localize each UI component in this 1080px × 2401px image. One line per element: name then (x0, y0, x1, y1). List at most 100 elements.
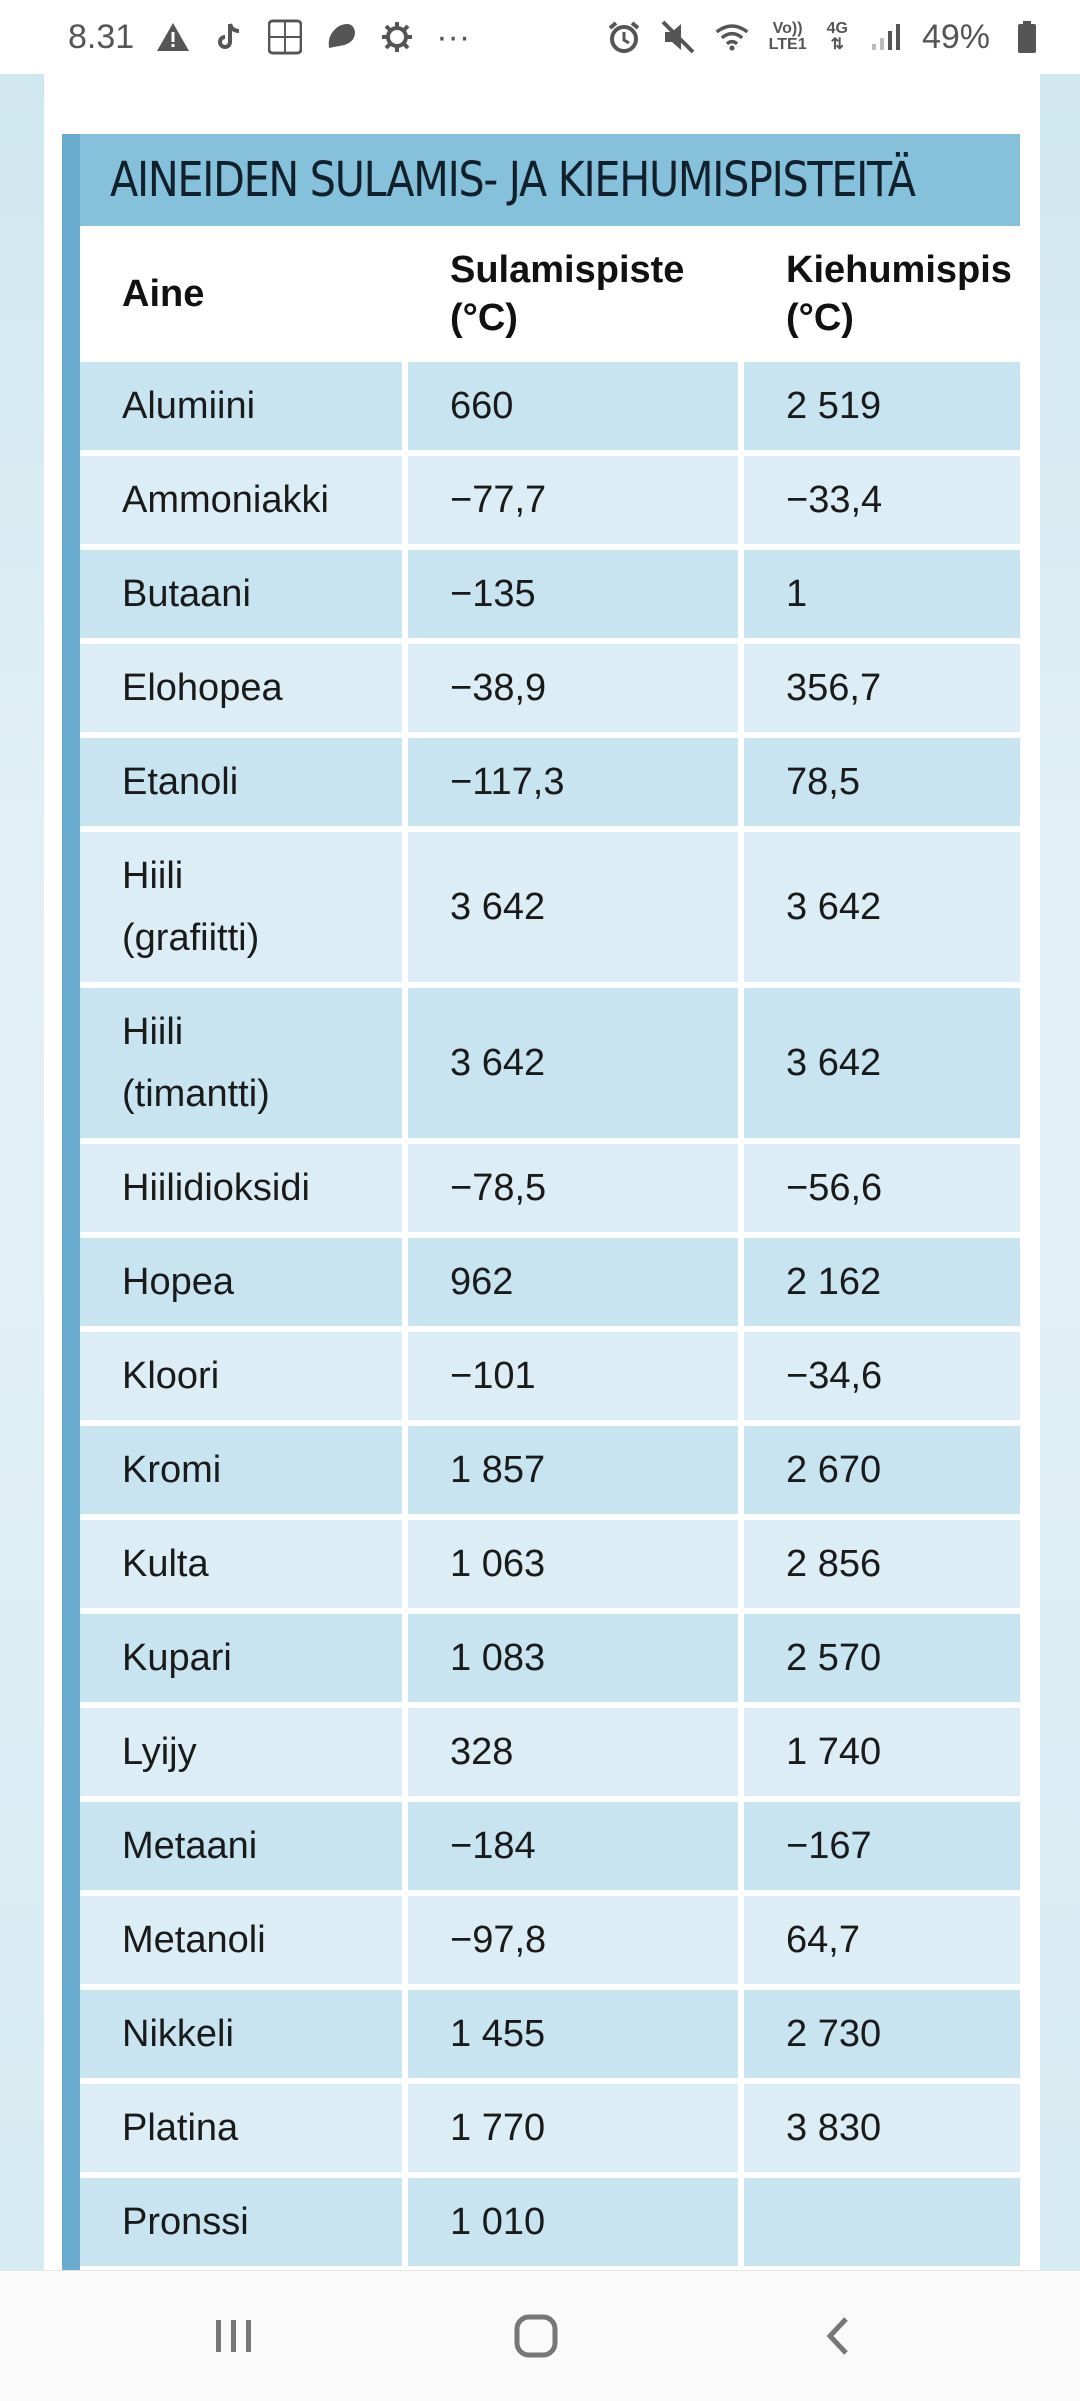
cell-melting-point: 1 857 (408, 1426, 738, 1514)
cell-boiling-point: 2 162 (744, 1238, 1020, 1326)
cell-melting-point: −117,3 (408, 738, 738, 826)
cell-melting-point: −38,9 (408, 644, 738, 732)
cell-melting-point: −184 (408, 1802, 738, 1890)
table-row: Nikkeli 1 455 2 730 (80, 1990, 1020, 2078)
cell-boiling-point: −34,6 (744, 1332, 1020, 1420)
wifi-icon (715, 20, 749, 54)
settings-gear-icon (380, 20, 414, 54)
chat-bubble-icon (324, 20, 358, 54)
cell-melting-point: 328 (408, 1708, 738, 1796)
cell-boiling-point: 2 730 (744, 1990, 1020, 2078)
table-title: AINEIDEN SULAMIS- JA KIEHUMISPISTEITÄ (110, 152, 916, 208)
cell-boiling-point: −56,6 (744, 1144, 1020, 1232)
recent-apps-button[interactable] (194, 2301, 274, 2371)
table-row: Hiili (timantti) 3 642 3 642 (80, 988, 1020, 1138)
cell-boiling-point: 2 519 (744, 362, 1020, 450)
navigation-bar (0, 2270, 1080, 2401)
table-row: Kupari 1 083 2 570 (80, 1614, 1020, 1702)
cell-substance: Hiili (timantti) (80, 988, 402, 1138)
cell-boiling-point (744, 2178, 1020, 2266)
alarm-icon (607, 20, 641, 54)
cell-melting-point: −77,7 (408, 456, 738, 544)
cell-substance: Pronssi (80, 2178, 402, 2266)
table-row: Alumiini 660 2 519 (80, 362, 1020, 450)
table-header-row: Aine Sulamispiste (°C) Kiehumispis (°C) (80, 226, 1020, 362)
clock: 8.31 (68, 17, 135, 56)
cell-melting-point: 1 010 (408, 2178, 738, 2266)
tiktok-icon (212, 20, 246, 54)
table-accent-bar (62, 134, 80, 2270)
table-row: Lyijy 328 1 740 (80, 1708, 1020, 1796)
cell-substance: Kulta (80, 1520, 402, 1608)
cell-boiling-point: 3 642 (744, 988, 1020, 1138)
cell-melting-point: 1 083 (408, 1614, 738, 1702)
cell-boiling-point: 2 670 (744, 1426, 1020, 1514)
melting-boiling-points-table: AINEIDEN SULAMIS- JA KIEHUMISPISTEITÄ Ai… (62, 134, 1020, 2270)
table-row: Kloori −101 −34,6 (80, 1332, 1020, 1420)
table-row: Etanoli −117,3 78,5 (80, 738, 1020, 826)
cell-substance: Platina (80, 2084, 402, 2172)
table-row: Metanoli −97,8 64,7 (80, 1896, 1020, 1984)
cell-substance: Butaani (80, 550, 402, 638)
cell-substance: Kloori (80, 1332, 402, 1420)
recent-apps-icon (216, 2320, 251, 2352)
cell-substance: Hopea (80, 1238, 402, 1326)
table-row: Kromi 1 857 2 670 (80, 1426, 1020, 1514)
header-boiling-point: Kiehumispis (°C) (786, 249, 1012, 339)
cell-boiling-point: 1 (744, 550, 1020, 638)
cell-substance: Ammoniakki (80, 456, 402, 544)
cell-substance: Nikkeli (80, 1990, 402, 2078)
cell-substance: Metaani (80, 1802, 402, 1890)
home-button[interactable] (496, 2301, 576, 2371)
table-row: Hopea 962 2 162 (80, 1238, 1020, 1326)
more-notifications-icon: ··· (436, 17, 471, 56)
cell-boiling-point: 64,7 (744, 1896, 1020, 1984)
cell-boiling-point: 356,7 (744, 644, 1020, 732)
volte-indicator: Vo)) LTE1 (768, 20, 807, 53)
status-bar: 8.31 ··· Vo)) LTE1 4G (0, 0, 1080, 74)
cell-melting-point: 1 770 (408, 2084, 738, 2172)
table-row: Hiili (grafiitti) 3 642 3 642 (80, 832, 1020, 982)
table-row: Ammoniakki −77,7 −33,4 (80, 456, 1020, 544)
cell-boiling-point: 1 740 (744, 1708, 1020, 1796)
back-button[interactable] (798, 2301, 878, 2371)
table-row: Pronssi 1 010 (80, 2178, 1020, 2266)
signal-strength-icon (868, 20, 902, 54)
cell-melting-point: 660 (408, 362, 738, 450)
battery-percent: 49% (921, 17, 990, 56)
warning-icon (156, 20, 190, 54)
cell-melting-point: 3 642 (408, 832, 738, 982)
cell-substance: Elohopea (80, 644, 402, 732)
header-substance: Aine (122, 273, 205, 315)
home-icon (514, 2314, 558, 2358)
cell-substance: Etanoli (80, 738, 402, 826)
cell-substance: Kupari (80, 1614, 402, 1702)
table-title-band: AINEIDEN SULAMIS- JA KIEHUMISPISTEITÄ (80, 134, 1020, 226)
cell-melting-point: 962 (408, 1238, 738, 1326)
table-row: Elohopea −38,9 356,7 (80, 644, 1020, 732)
cell-substance: Lyijy (80, 1708, 402, 1796)
cell-substance: Hiili (grafiitti) (80, 832, 402, 982)
cell-boiling-point: 2 570 (744, 1614, 1020, 1702)
cell-melting-point: 1 455 (408, 1990, 738, 2078)
cell-melting-point: 3 642 (408, 988, 738, 1138)
sudoku-app-icon (268, 19, 303, 55)
cell-melting-point: −78,5 (408, 1144, 738, 1232)
table-row: Metaani −184 −167 (80, 1802, 1020, 1890)
table-row: Platina 1 770 3 830 (80, 2084, 1020, 2172)
back-icon (826, 2317, 848, 2355)
cell-boiling-point: 3 642 (744, 832, 1020, 982)
cell-substance: Metanoli (80, 1896, 402, 1984)
table-row: Butaani −135 1 (80, 550, 1020, 638)
cell-melting-point: −135 (408, 550, 738, 638)
table-row: Kulta 1 063 2 856 (80, 1520, 1020, 1608)
battery-icon (1010, 20, 1044, 54)
cell-boiling-point: −33,4 (744, 456, 1020, 544)
header-melting-point: Sulamispiste (°C) (450, 249, 685, 339)
cell-substance: Hiilidioksidi (80, 1144, 402, 1232)
cell-boiling-point: 2 856 (744, 1520, 1020, 1608)
network-type-indicator: 4G ⇅ (826, 20, 848, 53)
cell-substance: Alumiini (80, 362, 402, 450)
cell-melting-point: −97,8 (408, 1896, 738, 1984)
cell-boiling-point: 78,5 (744, 738, 1020, 826)
